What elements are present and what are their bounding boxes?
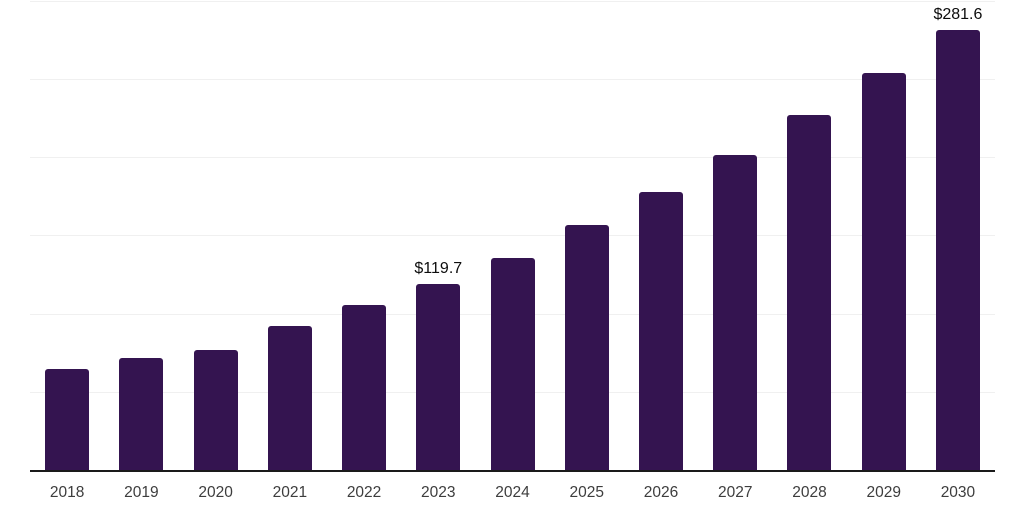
bar-2019 <box>119 358 164 471</box>
x-tick-2021: 2021 <box>272 483 308 501</box>
x-tick-2024: 2024 <box>495 483 530 501</box>
x-tick-2020: 2020 <box>198 483 233 501</box>
bar-2027 <box>713 154 758 471</box>
bar-2026 <box>638 192 683 471</box>
bar-2025 <box>564 225 609 471</box>
x-tick-2030: 2030 <box>940 483 976 501</box>
bar-2030 <box>935 30 980 471</box>
x-tick-2027: 2027 <box>717 483 753 501</box>
bar-slot-2030: $281.6 <box>921 0 995 471</box>
gridline-200 <box>30 157 995 158</box>
bar-2020 <box>193 350 238 471</box>
x-tick-2029: 2029 <box>866 483 901 501</box>
bar-slot-2019 <box>104 0 178 471</box>
bar-slot-2027 <box>698 0 772 471</box>
bar-slot-2026 <box>624 0 698 471</box>
x-tick-2019: 2019 <box>124 483 159 501</box>
gridline-300 <box>30 0 995 2</box>
bar-slot-2024 <box>475 0 549 471</box>
data-label-2023: $119.7 <box>414 259 463 277</box>
bar-slot-2028 <box>772 0 846 471</box>
x-tick-2022: 2022 <box>346 483 382 501</box>
x-tick-2025: 2025 <box>569 483 604 501</box>
x-tick-2026: 2026 <box>643 483 679 501</box>
plot-area: $119.7 $281.6 <box>30 0 995 472</box>
bar-slot-2029 <box>847 0 921 471</box>
x-tick-2028: 2028 <box>792 483 827 501</box>
bar-2028 <box>787 114 832 471</box>
data-label-2030: $281.6 <box>933 6 983 24</box>
bars-container: $119.7 $281.6 <box>30 0 995 471</box>
bar-2029 <box>861 72 906 471</box>
x-tick-2023: 2023 <box>421 483 456 501</box>
x-tick-2018: 2018 <box>49 483 85 501</box>
x-axis-line <box>30 470 995 472</box>
bar-slot-2018 <box>30 0 104 471</box>
bar-slot-2025 <box>550 0 624 471</box>
bar-2022 <box>342 305 387 471</box>
gridline-250 <box>30 78 995 80</box>
bar-2018 <box>45 369 90 471</box>
gridline-150 <box>30 235 995 237</box>
bar-slot-2022 <box>327 0 401 471</box>
bar-slot-2020 <box>178 0 252 471</box>
bar-slot-2023: $119.7 <box>401 0 475 471</box>
bar-2021 <box>267 326 312 471</box>
bar-slot-2021 <box>253 0 327 471</box>
x-axis-labels: 2018 2019 2020 2021 2022 2023 2024 2025 2026 2027… <box>30 473 995 512</box>
bar-2024 <box>490 258 535 471</box>
bar-2023 <box>416 283 461 471</box>
